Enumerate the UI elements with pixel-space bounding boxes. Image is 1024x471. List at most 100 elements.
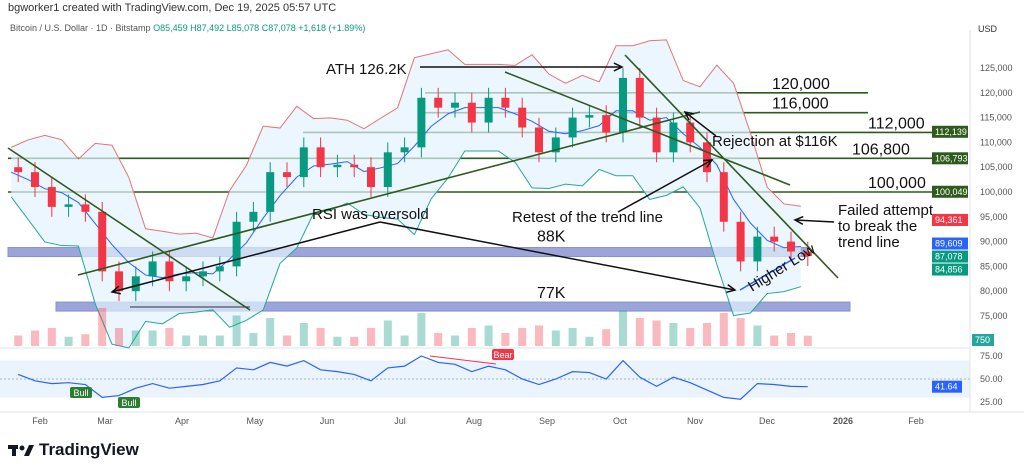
candle-body bbox=[686, 122, 695, 143]
volume-bar bbox=[148, 330, 157, 346]
candle-body bbox=[652, 117, 661, 153]
volume-bar bbox=[417, 313, 426, 346]
y-tick-label: 100,000 bbox=[980, 187, 1013, 197]
price-tag bbox=[932, 185, 968, 198]
bollinger-upper bbox=[10, 39, 801, 239]
credit-line: bgworker1 created with TradingView.com, … bbox=[8, 2, 337, 14]
candle-body bbox=[803, 251, 812, 257]
candle-body bbox=[81, 204, 90, 212]
y-tick-label: 120,000 bbox=[980, 88, 1013, 98]
candle-body bbox=[367, 167, 375, 188]
x-tick-label: Mar bbox=[97, 416, 113, 426]
candle-body bbox=[98, 211, 107, 272]
symbol-name: Bitcoin / U.S. Dollar · 1D · Bitstamp bbox=[10, 23, 151, 33]
bull-badge-label: Bull bbox=[121, 398, 136, 408]
bear-badge-label: Bear bbox=[493, 350, 512, 360]
retest-label: Retest of the trend line bbox=[512, 209, 663, 226]
candle-body bbox=[535, 127, 543, 153]
candle-body bbox=[434, 97, 443, 108]
bear-badge bbox=[492, 349, 514, 360]
volume-bar bbox=[787, 333, 795, 346]
bull-badge bbox=[70, 387, 92, 398]
failed-label-2: to break the bbox=[838, 218, 917, 235]
rejection-label: Rejection at $116K bbox=[712, 133, 838, 150]
candle-body bbox=[400, 147, 409, 153]
symbol-legend: Bitcoin / U.S. Dollar · 1D · Bitstamp O8… bbox=[10, 23, 365, 33]
volume-bar bbox=[182, 335, 191, 346]
price-tag bbox=[932, 213, 968, 226]
volume-bar bbox=[703, 323, 711, 346]
zone-label: 88K bbox=[537, 229, 566, 246]
bear-divergence-line bbox=[429, 355, 497, 365]
x-tick-label: Feb bbox=[908, 416, 924, 426]
zone-label: 77K bbox=[537, 285, 566, 302]
volume-bar bbox=[501, 333, 510, 346]
volume-bar bbox=[299, 323, 308, 346]
candle-body bbox=[299, 147, 308, 178]
higher-low-line bbox=[739, 257, 796, 291]
volume-bar bbox=[367, 328, 375, 346]
change-value: +1,618 (+1.89%) bbox=[298, 23, 366, 33]
y-tick-label: 110,000 bbox=[980, 137, 1012, 147]
rsi-tag-label: 41.64 bbox=[935, 382, 958, 392]
rsi-arrow-right-head bbox=[726, 284, 737, 294]
ath-label: ATH 126.2K bbox=[326, 61, 407, 78]
level-label: 112,000 bbox=[868, 115, 925, 132]
volume-bar bbox=[350, 336, 359, 346]
retest-arrow bbox=[617, 159, 713, 213]
volume-bar bbox=[333, 336, 342, 346]
y-tick-label: 85,000 bbox=[980, 261, 1008, 271]
volume-bar bbox=[131, 330, 140, 346]
candle-body bbox=[417, 97, 426, 148]
volume-bar bbox=[619, 310, 627, 346]
high-value: H87,492 bbox=[190, 23, 225, 33]
volume-bar bbox=[803, 335, 812, 346]
y-tick-label: 90,000 bbox=[980, 237, 1008, 247]
candle-body bbox=[787, 241, 795, 252]
candle-body bbox=[551, 137, 560, 153]
candle-body bbox=[467, 102, 476, 123]
price-tag bbox=[932, 263, 968, 276]
price-tag-label: 89,609 bbox=[935, 239, 963, 249]
price-chart[interactable]: 125,000 120,000 115,000 110,000 105,000 100,0… bbox=[0, 0, 1024, 440]
candle-body bbox=[148, 261, 157, 277]
failed-arrow bbox=[794, 219, 835, 223]
candle-body bbox=[266, 172, 275, 212]
volume-bar bbox=[434, 333, 443, 346]
trend-line bbox=[504, 71, 791, 186]
candle-body bbox=[585, 115, 594, 118]
volume-bar bbox=[551, 330, 560, 346]
tradingview-logo[interactable]: TradingView bbox=[8, 440, 139, 460]
volume-bar bbox=[568, 328, 577, 346]
volume-bar bbox=[215, 335, 224, 346]
candle-body bbox=[283, 172, 291, 178]
rsi-arrow-left-head bbox=[110, 285, 121, 295]
brand-name: TradingView bbox=[39, 440, 139, 459]
trend-line bbox=[7, 147, 251, 311]
rsi-tick-label: 25.00 bbox=[980, 397, 1003, 407]
rsi-line bbox=[17, 355, 808, 400]
volume-bar bbox=[736, 318, 745, 346]
x-tick-label: Sep bbox=[539, 416, 555, 426]
rejection-arrow-head bbox=[683, 110, 694, 121]
volume-bar bbox=[64, 336, 73, 346]
candle-body bbox=[770, 236, 779, 242]
y-tick-label: 115,000 bbox=[980, 113, 1012, 123]
x-tick-label: Feb bbox=[32, 416, 48, 426]
candle-body bbox=[753, 236, 762, 262]
volume-bar bbox=[652, 320, 661, 346]
candle-body bbox=[182, 276, 191, 282]
y-tick-label: 75,000 bbox=[980, 311, 1008, 321]
volume-bar bbox=[400, 335, 409, 346]
volume-bar bbox=[81, 334, 90, 346]
candle-body bbox=[232, 221, 241, 267]
price-tag bbox=[932, 250, 968, 263]
volume-bar bbox=[232, 315, 241, 346]
candle-body bbox=[47, 187, 56, 207]
trend-line bbox=[624, 54, 839, 279]
trend-line bbox=[77, 111, 701, 276]
volume-bar bbox=[635, 318, 644, 346]
volume-bar bbox=[383, 320, 392, 346]
candle-body bbox=[165, 261, 174, 282]
candle-body bbox=[316, 147, 325, 168]
